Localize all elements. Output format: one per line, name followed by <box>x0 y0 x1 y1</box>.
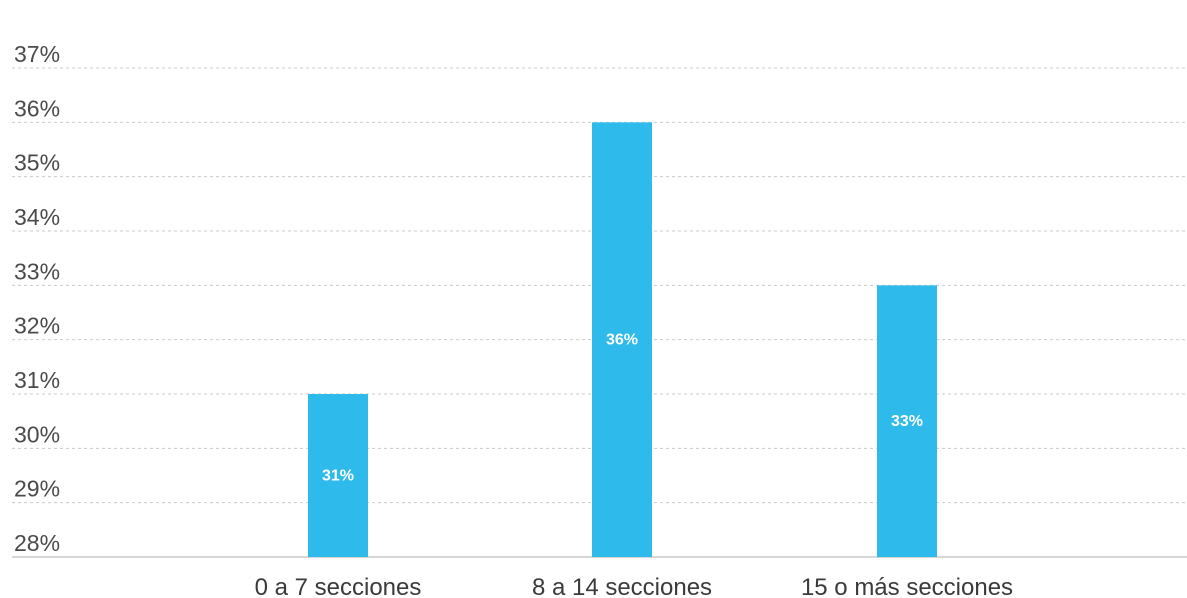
y-tick-label: 34% <box>14 204 60 230</box>
bar <box>592 122 652 557</box>
y-tick-label: 32% <box>14 313 60 339</box>
y-tick-label: 35% <box>14 150 60 176</box>
y-tick-label: 36% <box>14 95 60 121</box>
x-category-label: 15 o más secciones <box>801 574 1013 598</box>
x-category-label: 8 a 14 secciones <box>532 574 712 598</box>
data-labels: 31% 36% 33% <box>322 332 923 485</box>
data-label: 33% <box>891 413 923 430</box>
y-tick-label: 33% <box>14 258 60 284</box>
data-label: 36% <box>606 332 638 349</box>
bars <box>308 122 937 557</box>
y-axis-ticks: 28% 29% 30% 31% 32% 33% 34% 35% 36% 37% <box>14 41 60 556</box>
x-category-label: 0 a 7 secciones <box>255 574 422 598</box>
data-label: 31% <box>322 468 354 485</box>
y-tick-label: 28% <box>14 530 60 556</box>
y-tick-label: 37% <box>14 41 60 67</box>
y-tick-label: 31% <box>14 367 60 393</box>
bar <box>877 285 937 557</box>
x-axis-categories: 0 a 7 secciones 8 a 14 secciones 15 o más … <box>255 574 1013 598</box>
y-tick-label: 30% <box>14 421 60 447</box>
y-tick-label: 29% <box>14 476 60 502</box>
bar <box>308 394 368 557</box>
